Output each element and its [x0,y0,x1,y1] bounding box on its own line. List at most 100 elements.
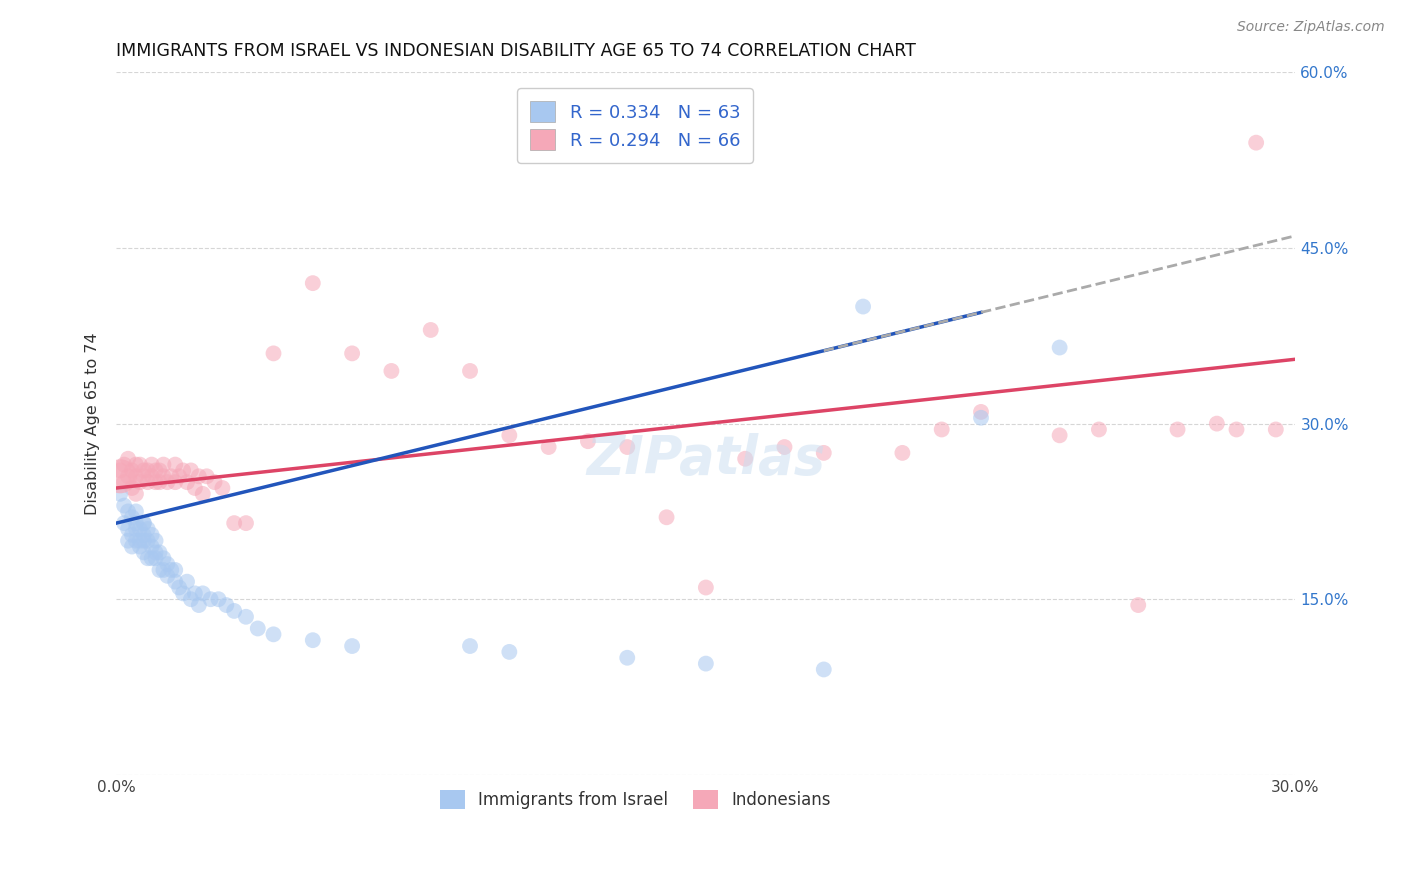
Point [108,469,131,483]
Point [152,551,174,566]
Point [970,405,993,419]
Point [132,545,155,559]
Point [1244,136,1267,150]
Point [695,657,717,671]
Point [1049,341,1071,355]
Point [340,639,363,653]
Point [145,545,167,559]
Point [136,463,159,477]
Point [458,364,481,378]
Point [141,540,163,554]
Point [125,469,148,483]
Point [148,475,170,490]
Point [235,609,257,624]
Point [128,533,150,548]
Point [112,475,135,490]
Point [145,533,167,548]
Point [813,663,835,677]
Y-axis label: Disability Age 65 to 74: Disability Age 65 to 74 [86,333,100,515]
Point [165,458,187,472]
Point [813,446,835,460]
Point [165,574,187,589]
Point [852,300,875,314]
Point [132,533,155,548]
Point [246,622,269,636]
Point [180,463,202,477]
Point [200,592,222,607]
Point [156,569,179,583]
Point [152,469,174,483]
Point [215,598,238,612]
Point [172,586,194,600]
Point [132,516,155,530]
Point [773,440,796,454]
Point [117,533,139,548]
Text: Source: ZipAtlas.com: Source: ZipAtlas.com [1237,20,1385,34]
Point [195,469,218,483]
Point [132,528,155,542]
Point [125,516,148,530]
Point [121,528,143,542]
Point [1128,598,1150,612]
Point [112,516,135,530]
Point [156,557,179,571]
Point [117,504,139,518]
Point [128,475,150,490]
Point [191,586,214,600]
Point [263,627,285,641]
Point [152,563,174,577]
Point [207,592,229,607]
Point [145,475,167,490]
Point [537,440,560,454]
Point [301,276,323,290]
Point [187,598,209,612]
Point [145,551,167,566]
Point [125,458,148,472]
Point [176,475,198,490]
Point [141,469,163,483]
Point [160,469,183,483]
Point [132,463,155,477]
Point [235,516,257,530]
Point [211,481,233,495]
Point [191,487,214,501]
Point [125,487,148,501]
Point [616,440,638,454]
Point [263,346,285,360]
Point [891,446,914,460]
Point [184,586,207,600]
Point [931,422,953,436]
Point [128,458,150,472]
Point [121,481,143,495]
Point [301,633,323,648]
Point [224,604,246,618]
Point [167,469,190,483]
Point [148,463,170,477]
Point [180,592,202,607]
Point [136,551,159,566]
Point [167,581,190,595]
Point [148,545,170,559]
Point [128,522,150,536]
Point [734,451,756,466]
Point [136,522,159,536]
Point [380,364,402,378]
Point [125,533,148,548]
Point [141,458,163,472]
Point [340,346,363,360]
Point [121,540,143,554]
Legend: Immigrants from Israel, Indonesians: Immigrants from Israel, Indonesians [433,783,838,815]
Point [117,522,139,536]
Point [184,481,207,495]
Point [498,428,520,442]
Point [172,463,194,477]
Point [165,563,187,577]
Point [1167,422,1189,436]
Point [121,510,143,524]
Point [141,551,163,566]
Text: IMMIGRANTS FROM ISRAEL VS INDONESIAN DISABILITY AGE 65 TO 74 CORRELATION CHART: IMMIGRANTS FROM ISRAEL VS INDONESIAN DIS… [117,42,917,60]
Point [112,458,135,472]
Point [655,510,678,524]
Point [136,475,159,490]
Point [616,650,638,665]
